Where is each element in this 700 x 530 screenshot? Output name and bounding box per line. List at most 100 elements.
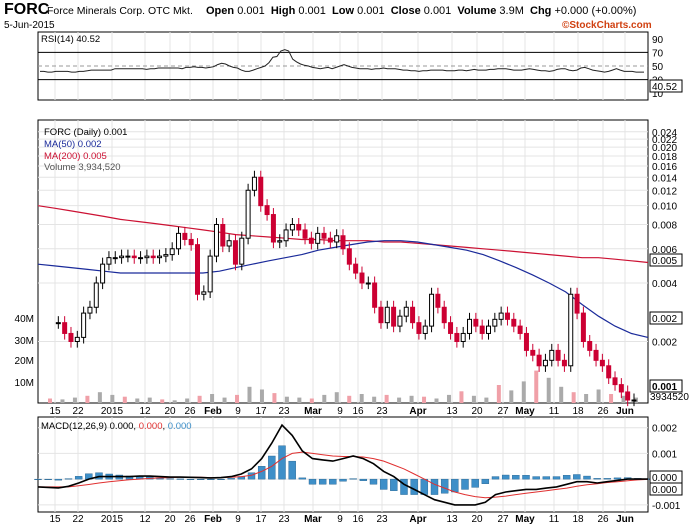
volume-bar xyxy=(334,392,339,403)
macd-hist-bar xyxy=(593,478,601,480)
volume-bar xyxy=(297,397,302,403)
candle-body xyxy=(416,322,422,334)
volume-bar xyxy=(185,398,190,403)
price-tick-label: 0.024 xyxy=(652,128,677,139)
candle-body xyxy=(112,257,118,260)
macd-tick-label: -0.001 xyxy=(652,501,681,512)
macd-hist-bar xyxy=(542,476,551,480)
x-tick-label: 27 xyxy=(497,514,509,525)
macd-legend-hist: 0.000 xyxy=(168,421,192,432)
price-tick-label: 0.002 xyxy=(652,337,677,348)
x-tick-label: 9 xyxy=(235,406,241,417)
macd-hist-bar xyxy=(196,478,205,480)
x-tick-label: 9 xyxy=(337,406,343,417)
x-tick-label: 9 xyxy=(337,514,343,525)
candle-body xyxy=(403,306,409,317)
candle-body xyxy=(277,240,283,243)
candle-body xyxy=(150,255,156,259)
macd-hist-bar xyxy=(329,478,337,485)
candle-body xyxy=(517,325,523,334)
candle-body xyxy=(372,282,378,308)
credit-symbol: © xyxy=(562,20,570,31)
volume-label: Volume xyxy=(457,5,497,17)
macd-hist-bar xyxy=(318,478,327,485)
macd-hist-bar xyxy=(573,474,581,480)
high-label: High xyxy=(270,5,296,17)
chg-value: +0.000 (+0.00%) xyxy=(554,5,637,17)
candle-body xyxy=(302,229,308,239)
candle-body xyxy=(93,282,99,308)
candle-body xyxy=(62,322,68,334)
candle-body xyxy=(232,240,238,265)
x-tick-label: 26 xyxy=(597,406,609,417)
volume-bar xyxy=(235,394,240,403)
macd-hist-bar xyxy=(562,475,571,480)
macd-frame xyxy=(37,416,649,513)
candle-body xyxy=(55,322,61,325)
macd-hist-bar xyxy=(186,478,195,480)
volume-bar xyxy=(110,394,115,403)
candle-body xyxy=(422,325,428,334)
volume-bar xyxy=(359,394,364,403)
candle-body xyxy=(258,176,264,207)
macd-hist-bar xyxy=(410,478,418,495)
candle-body xyxy=(549,349,555,361)
x-tick-label: Jun xyxy=(616,406,634,417)
x-tick-label: 20 xyxy=(471,406,483,417)
macd-x-axis: 15 22 2015 12 20 26 Feb 9 17 23 Mar 9 16 23 Apr 13 20 27 M… xyxy=(49,514,633,525)
macd-tick-label: 0.002 xyxy=(652,424,677,435)
x-tick-label: 11 xyxy=(549,406,560,417)
signal-last-box xyxy=(649,482,683,496)
volume-bar xyxy=(397,397,402,403)
x-tick-label: 20 xyxy=(471,514,483,525)
high-value: 0.001 xyxy=(298,5,326,17)
macd-hist-bar xyxy=(501,474,510,480)
candle-body xyxy=(138,257,144,260)
x-tick-label: 9 xyxy=(235,514,241,525)
x-tick-label: 16 xyxy=(352,514,364,525)
volume-bar xyxy=(409,395,414,403)
volume-bar xyxy=(621,395,626,403)
volume-bar xyxy=(384,394,389,403)
candle-body xyxy=(251,176,257,191)
ticker-symbol: FORC xyxy=(4,1,50,18)
candle-body xyxy=(87,306,93,314)
candle-body xyxy=(340,235,346,250)
macd-hist-bar xyxy=(390,478,398,491)
candle-body xyxy=(220,223,226,247)
candle-body xyxy=(239,237,245,265)
macd-hist-bar xyxy=(440,478,449,494)
candle-body xyxy=(441,306,447,324)
candle-body xyxy=(574,293,580,314)
candle-body xyxy=(195,244,200,295)
price-tick-label: 0.008 xyxy=(652,220,677,231)
x-tick-label: 26 xyxy=(184,514,196,525)
candle-body xyxy=(81,312,87,338)
macd-hist-bar xyxy=(583,475,591,480)
candle-body xyxy=(100,263,106,284)
candle-body xyxy=(359,272,365,284)
candle-body xyxy=(625,391,631,401)
candle-body xyxy=(315,232,321,244)
candle-body xyxy=(176,232,182,250)
candle-body xyxy=(618,384,624,393)
macd-last-label: 0.000 xyxy=(652,473,677,484)
x-tick-label: 2015 xyxy=(101,406,124,417)
candle-body xyxy=(561,359,567,367)
x-tick-label: 23 xyxy=(376,514,388,525)
volume-bar xyxy=(596,389,601,403)
candle-body xyxy=(321,232,327,239)
x-tick-label: 20 xyxy=(164,514,176,525)
volume-tick-label: 10M xyxy=(15,378,34,389)
chart-date: 5-Jun-2015 xyxy=(4,20,55,31)
candle-body xyxy=(504,312,510,320)
candle-body xyxy=(511,318,517,327)
volume-bar xyxy=(509,390,514,403)
chg-label: Chg xyxy=(530,5,552,17)
close-value: 0.001 xyxy=(423,5,452,17)
macd-hist-bar xyxy=(491,476,500,480)
candle-body xyxy=(131,255,137,259)
rsi-tick-label: 70 xyxy=(652,48,664,59)
